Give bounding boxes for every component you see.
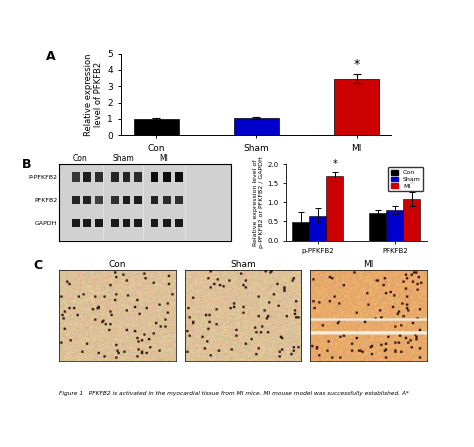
Text: C: C <box>34 258 43 271</box>
Text: GAPDH: GAPDH <box>35 221 57 226</box>
Text: PFKFB2: PFKFB2 <box>34 198 57 203</box>
Bar <box>326 177 343 240</box>
Text: B: B <box>21 158 31 171</box>
Text: *: * <box>354 59 360 72</box>
Y-axis label: Relative expression
level of PFKFB2: Relative expression level of PFKFB2 <box>84 53 103 135</box>
Y-axis label: Relative expression level of
p-PFKFB2 or PFKFB2 / GAPDH: Relative expression level of p-PFKFB2 or… <box>254 156 264 248</box>
Title: MI: MI <box>363 260 374 269</box>
Bar <box>234 118 279 135</box>
Bar <box>334 79 379 135</box>
Bar <box>369 213 386 240</box>
Text: Sham: Sham <box>112 154 134 163</box>
Bar <box>403 199 420 240</box>
Text: Figure 1   PFKFB2 is activated in the myocardial tissue from MI mice. MI mouse m: Figure 1 PFKFB2 is activated in the myoc… <box>59 391 409 396</box>
Bar <box>386 210 403 240</box>
Bar <box>292 222 309 240</box>
Text: *: * <box>410 180 414 190</box>
Text: MI: MI <box>159 154 168 163</box>
Legend: Con, Sham, MI: Con, Sham, MI <box>388 167 423 191</box>
Text: *: * <box>332 160 337 169</box>
Text: A: A <box>46 50 55 63</box>
Text: Con: Con <box>73 154 88 163</box>
Text: P-PFKFB2: P-PFKFB2 <box>28 175 57 181</box>
Bar <box>309 216 326 240</box>
Bar <box>134 119 179 135</box>
Title: Sham: Sham <box>230 260 256 269</box>
Title: Con: Con <box>109 260 126 269</box>
